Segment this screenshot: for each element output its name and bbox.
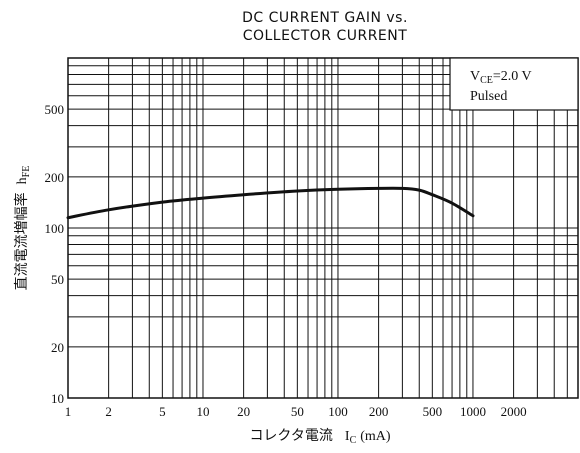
legend-frame	[449, 57, 579, 111]
chart-title-line-2: COLLECTOR CURRENT	[243, 28, 408, 44]
x-tick-label: 500	[423, 404, 443, 419]
x-axis-label-symbol: I	[345, 429, 350, 444]
x-axis-label-text: コレクタ電流	[249, 428, 332, 444]
x-tick-label: 50	[291, 404, 304, 419]
y-tick-label: 10	[51, 391, 64, 406]
series-hfe-curve	[66, 186, 475, 220]
y-axis-label: 直流電流増幅率 hFE	[13, 166, 32, 291]
legend-condition: VCE=2.0 V	[470, 69, 532, 86]
x-tick-label: 200	[369, 404, 389, 419]
legend-condition-value: =2.0 V	[493, 69, 532, 84]
legend-condition-symbol: V	[470, 69, 480, 84]
x-axis-label: コレクタ電流 IC (mA)	[249, 428, 390, 446]
x-axis-label-unit: (mA)	[360, 429, 391, 444]
x-tick-label: 2000	[501, 404, 527, 419]
legend-box: VCE=2.0 V Pulsed	[449, 57, 579, 111]
x-tick-labels: 1 2 5 10 20 50 100 200 500 1000 2000	[65, 404, 527, 419]
x-tick-label: 10	[196, 404, 209, 419]
legend-condition-subscript: CE	[480, 75, 493, 86]
y-tick-labels: 10 20 50 100 200 500	[45, 102, 65, 406]
y-tick-label: 50	[51, 272, 64, 287]
y-axis-label-symbol: h	[15, 177, 30, 184]
x-axis-label-subscript: C	[350, 435, 357, 446]
x-tick-label: 5	[159, 404, 166, 419]
y-axis-label-text: 直流電流増幅率	[13, 192, 30, 290]
legend-pulsed: Pulsed	[470, 89, 507, 104]
x-tick-label: 2	[105, 404, 112, 419]
y-tick-label: 20	[51, 340, 64, 355]
y-axis-label-subscript: FE	[21, 166, 32, 178]
x-tick-label: 1	[65, 404, 72, 419]
y-tick-label: 500	[45, 102, 65, 117]
x-tick-label: 1000	[460, 404, 486, 419]
y-tick-label: 100	[45, 221, 65, 236]
x-tick-label: 20	[237, 404, 250, 419]
x-tick-label: 100	[328, 404, 348, 419]
y-tick-label: 200	[45, 170, 65, 185]
plot-frame	[67, 57, 579, 399]
chart-title-line-1: DC CURRENT GAIN vs.	[242, 10, 408, 26]
